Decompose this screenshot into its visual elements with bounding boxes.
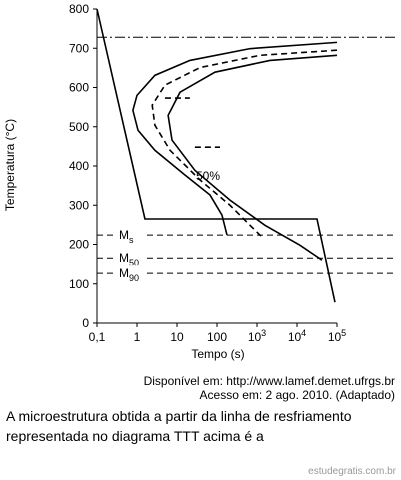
x-tick-label-sup: 5 [341, 328, 346, 338]
curve [151, 49, 338, 238]
x-tick-label-base: 0,1 [89, 330, 106, 344]
x-tick-label: 104 [288, 328, 306, 344]
source: Disponível em: http://www.lamef.demet.uf… [144, 374, 395, 388]
curve [167, 54, 338, 261]
x-tick-label: 103 [248, 328, 266, 344]
x-tick-label: 0,1 [89, 330, 106, 344]
x-tick-label: 100 [207, 330, 227, 344]
reference-label-main: M [119, 251, 129, 265]
y-tick-label: 0 [82, 316, 89, 330]
annotation: 50% [196, 169, 220, 183]
question-line: A microestrutura obtida a partir da linh… [6, 408, 352, 424]
label-bg [117, 265, 143, 282]
x-tick-label: 10 [170, 330, 184, 344]
curve [132, 41, 338, 236]
label-bg [117, 227, 143, 244]
y-tick-label: 200 [69, 238, 89, 252]
reference-label: M50 [119, 251, 139, 268]
reference-label: M90 [119, 266, 139, 283]
y-tick-label: 300 [69, 198, 89, 212]
x-axis-label: Tempo (s) [191, 347, 244, 361]
reference-label-sub: 90 [129, 273, 139, 283]
x-tick-label-sup: 3 [261, 328, 266, 338]
y-tick-label: 700 [69, 41, 89, 55]
x-tick-label-base: 10 [248, 330, 262, 344]
x-tick-label-base: 10 [288, 330, 302, 344]
y-axis-label: Temperatura (°C) [3, 119, 17, 211]
reference-label-sub: s [129, 235, 134, 245]
watermark: estudegratis.com.br [308, 466, 396, 477]
x-tick-label: 1 [134, 330, 141, 344]
y-tick-label: 500 [69, 120, 89, 134]
reference-label-main: M [119, 266, 129, 280]
reference-label-main: M [119, 228, 129, 242]
y-tick-label: 800 [69, 2, 89, 16]
x-tick-label-sup: 4 [301, 328, 306, 338]
curve [96, 8, 336, 303]
question-line: representada no diagrama TTT acima é a [6, 428, 264, 444]
x-tick-label: 105 [328, 328, 346, 344]
x-tick-label-base: 10 [328, 330, 342, 344]
y-tick-label: 600 [69, 81, 89, 95]
access: Acesso em: 2 ago. 2010. (Adaptado) [200, 388, 395, 402]
reference-label: Ms [119, 228, 134, 245]
label-bg [117, 250, 143, 267]
reference-label-sub: 50 [129, 258, 139, 268]
y-tick-label: 400 [69, 159, 89, 173]
y-tick-label: 100 [69, 277, 89, 291]
